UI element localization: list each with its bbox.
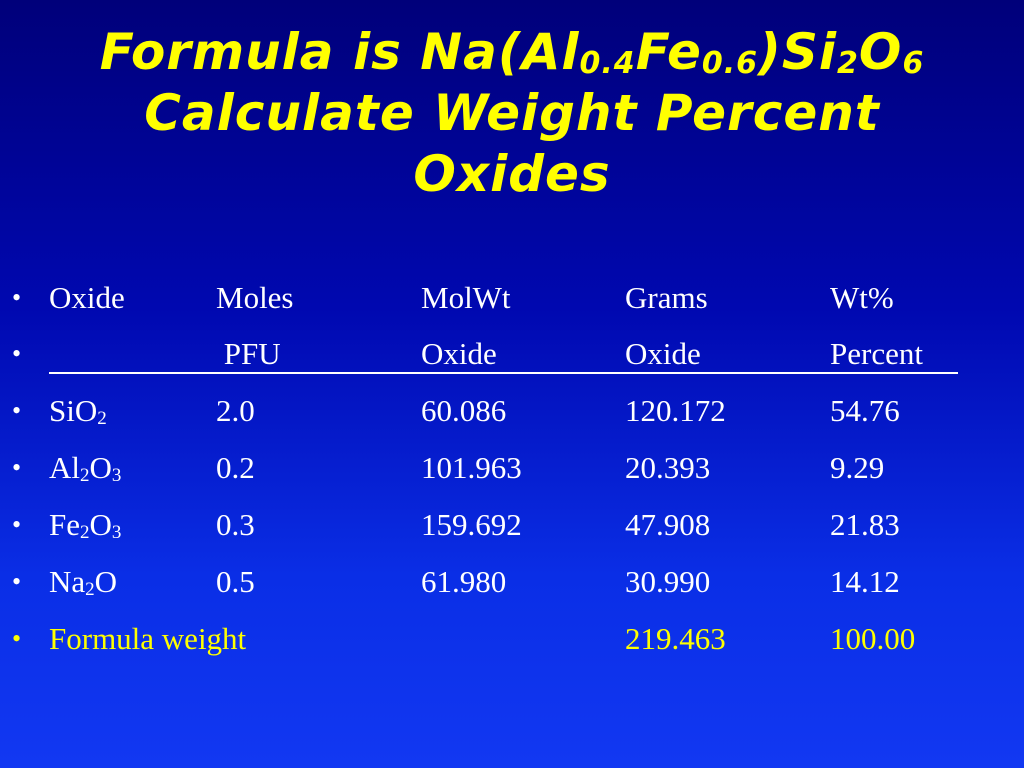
moles-value: 0.2: [216, 450, 255, 485]
table-row-na2o: • Na2O 0.5 61.980 30.990 14.12: [0, 564, 1024, 604]
moles-value: 2.0: [216, 393, 255, 428]
molwt-value: 60.086: [421, 393, 507, 428]
title-subscript: 2: [837, 46, 859, 81]
oxide-name: Al2O3: [49, 450, 122, 486]
title-subscript: 0.4: [579, 46, 636, 81]
header-oxide-molwt: Oxide: [421, 336, 497, 371]
grams-value: 47.908: [625, 507, 711, 542]
total-wt-percent-value: 100.00: [830, 621, 916, 656]
table-row-al2o3: • Al2O3 0.2 101.963 20.393 9.29: [0, 450, 1024, 490]
bullet: •: [12, 396, 22, 425]
table-header-row-2: • PFU Oxide Oxide Percent: [0, 336, 1024, 376]
table-row-total: • Formula weight 219.463 100.00: [0, 621, 1024, 661]
header-pfu: PFU: [216, 336, 281, 371]
oxide-name: Na2O: [49, 564, 118, 600]
grams-value: 30.990: [625, 564, 711, 599]
header-grams: Grams: [625, 280, 708, 315]
grams-value: 120.172: [625, 393, 726, 428]
table-row-fe2o3: • Fe2O3 0.3 159.692 47.908 21.83: [0, 507, 1024, 547]
wt-percent-value: 14.12: [830, 564, 900, 599]
title-line-3: Oxides: [413, 145, 611, 203]
moles-value: 0.5: [216, 564, 255, 599]
grams-value: 20.393: [625, 450, 711, 485]
oxide-name: Fe2O3: [49, 507, 122, 543]
title-subscript: 0.6: [701, 46, 759, 81]
bullet: •: [12, 624, 22, 653]
title-subscript: 6: [902, 46, 925, 81]
title-text: )Si: [758, 23, 838, 81]
title-text: Formula is Na(Al: [99, 23, 580, 81]
bullet: •: [12, 453, 22, 482]
title-line-2: Calculate Weight Percent: [144, 84, 880, 142]
molwt-value: 159.692: [421, 507, 522, 542]
title-text: Fe: [635, 23, 702, 81]
slide-title: Formula is Na(Al0.4Fe0.6)Si2O6 Calculate…: [0, 22, 1024, 205]
wt-percent-value: 54.76: [830, 393, 900, 428]
table-row-sio2: • SiO2 2.0 60.086 120.172 54.76: [0, 393, 1024, 433]
header-percent: Percent: [830, 336, 923, 371]
wt-percent-value: 21.83: [830, 507, 900, 542]
bullet: •: [12, 510, 22, 539]
wt-percent-value: 9.29: [830, 450, 885, 485]
header-wt-percent: Wt%: [830, 280, 894, 315]
bullet: •: [12, 339, 22, 368]
oxide-name: SiO2: [49, 393, 107, 429]
header-oxide-grams: Oxide: [625, 336, 701, 371]
bullet: •: [12, 567, 22, 596]
molwt-value: 101.963: [421, 450, 522, 485]
header-moles: Moles: [216, 280, 294, 315]
title-text: O: [858, 23, 903, 81]
table-header-row-1: • Oxide Moles MolWt Grams Wt%: [0, 280, 1024, 320]
header-oxide: Oxide: [49, 280, 125, 315]
total-grams-value: 219.463: [625, 621, 726, 656]
bullet: •: [12, 283, 22, 312]
header-molwt: MolWt: [421, 280, 511, 315]
header-underline: [49, 372, 958, 374]
formula-weight-label: Formula weight: [49, 621, 247, 656]
molwt-value: 61.980: [421, 564, 507, 599]
moles-value: 0.3: [216, 507, 255, 542]
title-line-1: Formula is Na(Al0.4Fe0.6)Si2O6: [0, 22, 1024, 83]
